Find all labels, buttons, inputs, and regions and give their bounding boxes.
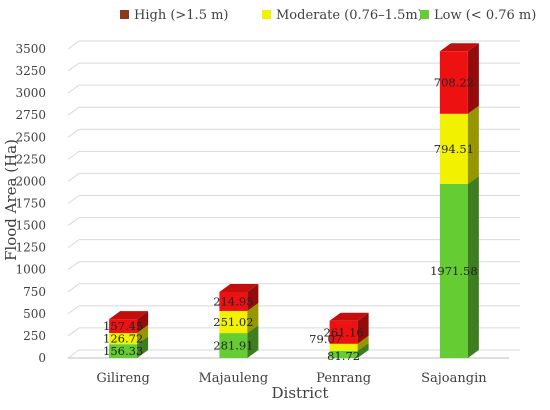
y-tick-label: 500 <box>23 307 46 321</box>
gridline-depth <box>67 173 80 182</box>
y-tick-label: 1500 <box>15 219 46 233</box>
bar-side <box>137 336 149 358</box>
data-label: 281.91 <box>213 339 253 353</box>
bar-side <box>247 325 259 358</box>
legend-swatch <box>262 10 271 19</box>
axis-layer: 0 250 500 750 1000 1250 1500 1750 2000 2250 2500 27… <box>15 42 509 386</box>
y-tick-label: 2000 <box>15 174 46 188</box>
y-tick-label: 750 <box>23 285 46 299</box>
legend-label: Low (< 0.76 m) <box>434 8 536 23</box>
gridline-depth <box>67 217 80 226</box>
bar-segment <box>439 113 468 184</box>
data-label: 261.16 <box>324 325 364 339</box>
bar-segment <box>109 344 138 358</box>
y-tick-label: 1250 <box>15 241 46 255</box>
y-tick-label: 250 <box>23 329 46 343</box>
bar-side <box>467 105 479 184</box>
bar-top <box>439 43 479 52</box>
gridline-depth <box>67 40 80 50</box>
bar-segment <box>439 183 468 358</box>
legend: High (>1.5 m) Moderate (0.76–1.5m) Low (< … <box>120 8 536 23</box>
gridline-depth <box>67 150 80 160</box>
y-tick-label: 2500 <box>15 130 46 144</box>
y-tick-label: 2250 <box>15 152 46 166</box>
gridline-depth <box>67 195 80 204</box>
x-tick-label: Sajoangin <box>421 371 487 386</box>
bar-side <box>467 43 479 114</box>
bar-segment <box>109 319 138 334</box>
data-label: 157.45 <box>103 319 143 333</box>
data-label: 79.07 <box>309 332 342 346</box>
data-label: 794.51 <box>434 142 474 156</box>
bars-layer <box>109 43 479 358</box>
bar-segment <box>329 350 358 358</box>
bar-side <box>247 302 259 334</box>
data-label: 1971.58 <box>430 264 478 278</box>
y-tick-label: 3250 <box>15 64 46 78</box>
bar-segment <box>439 51 468 114</box>
y-tick-label: 3500 <box>15 42 46 56</box>
legend-label: Moderate (0.76–1.5m) <box>276 8 423 23</box>
data-label: 214.95 <box>213 294 253 308</box>
bar-side <box>357 342 369 358</box>
y-tick-label: 1000 <box>15 263 46 277</box>
gridline-depth <box>67 327 80 337</box>
bar-segment <box>329 320 358 344</box>
gridline-depth <box>67 349 80 359</box>
data-label: 251.02 <box>213 315 253 329</box>
gridline-depth <box>67 239 80 249</box>
bar-segment <box>219 310 248 334</box>
y-tick-label: 3000 <box>15 86 46 100</box>
gridline-depth <box>67 62 80 72</box>
bar-side <box>137 325 149 345</box>
bar-side <box>137 311 149 334</box>
gridline-depth <box>67 106 80 116</box>
legend-swatch <box>420 10 429 19</box>
gridline-depth <box>67 128 80 138</box>
bar-segment <box>219 291 248 311</box>
bar-top <box>219 283 259 292</box>
bar-top <box>109 311 149 320</box>
x-tick-label: Penrang <box>316 371 371 386</box>
bar-segment <box>219 333 248 358</box>
data-label: 81.72 <box>327 349 360 363</box>
gridline-depth <box>67 305 80 315</box>
bar-top <box>329 312 369 321</box>
bar-segment <box>329 343 358 351</box>
bar-side <box>467 175 479 358</box>
bar-segment <box>109 333 138 345</box>
legend-swatch <box>120 10 129 19</box>
legend-label: High (>1.5 m) <box>134 8 229 23</box>
gridline-depth <box>67 283 80 293</box>
x-axis-title: District <box>272 384 329 402</box>
gridline-depth <box>67 261 80 271</box>
y-tick-label: 0 <box>38 351 46 365</box>
bar-side <box>247 283 259 311</box>
y-tick-label: 1750 <box>15 197 46 211</box>
bar-side <box>357 335 369 351</box>
gridline-depth <box>67 84 80 94</box>
data-label: 126.72 <box>103 332 143 346</box>
y-axis-title: Flood Area (Ha) <box>2 139 20 261</box>
y-tick-label: 2750 <box>15 108 46 122</box>
x-tick-label: Majauleng <box>198 371 268 386</box>
x-tick-label: Gilireng <box>96 371 149 386</box>
data-label: 156.33 <box>103 344 143 358</box>
data-label: 708.22 <box>434 76 474 90</box>
bar-side <box>357 312 369 344</box>
